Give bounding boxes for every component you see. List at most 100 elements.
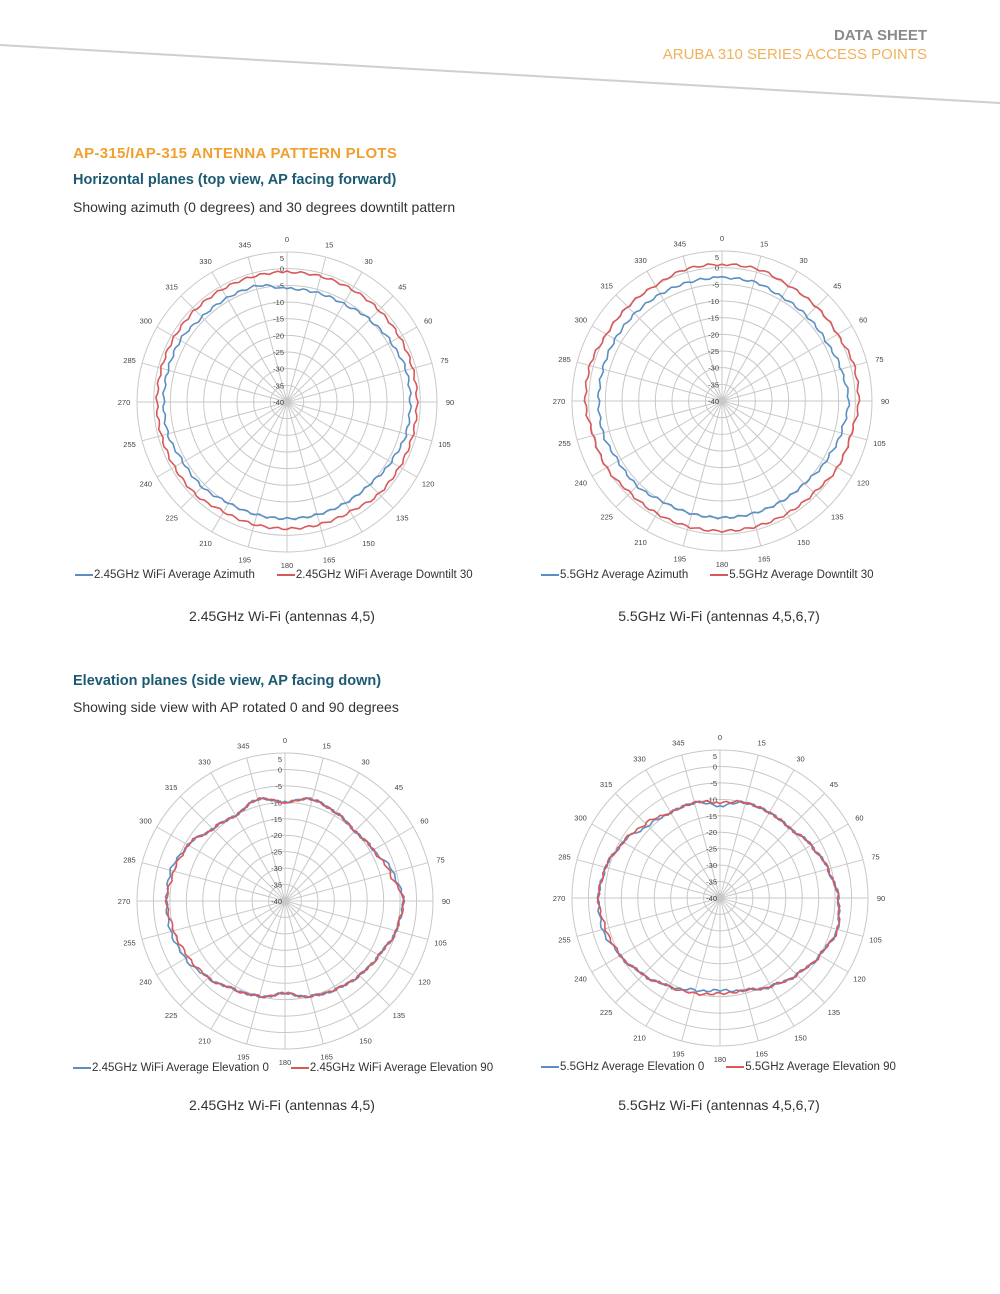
legend-label: 5.5GHz Average Elevation 90 bbox=[745, 1061, 896, 1073]
grid-spoke bbox=[141, 401, 288, 442]
angle-tick-label: 270 bbox=[553, 894, 566, 903]
angle-tick-label: 165 bbox=[323, 555, 336, 564]
grid-spoke bbox=[210, 900, 286, 1030]
angle-tick-label: 90 bbox=[442, 897, 450, 906]
grid-spoke bbox=[719, 769, 795, 899]
angle-tick-label: 45 bbox=[833, 282, 841, 291]
grid-spoke bbox=[141, 862, 286, 902]
angle-tick-label: 180 bbox=[281, 561, 294, 570]
grid-spoke bbox=[719, 823, 849, 899]
angle-tick-label: 180 bbox=[716, 560, 729, 569]
radial-tick-label: -20 bbox=[271, 831, 282, 840]
radial-tick-label: -25 bbox=[706, 845, 717, 854]
angle-tick-label: 15 bbox=[757, 738, 765, 747]
angle-tick-label: 30 bbox=[364, 257, 372, 266]
grid-spoke bbox=[284, 772, 360, 902]
legend-label: 5.5GHz Average Downtilt 30 bbox=[729, 569, 874, 581]
chart-caption: 2.45GHz Wi-Fi (antennas 4,5) bbox=[189, 1097, 375, 1113]
angle-tick-label: 345 bbox=[672, 738, 685, 747]
grid-spoke bbox=[721, 400, 798, 532]
grid-spoke bbox=[591, 400, 723, 477]
angle-tick-label: 15 bbox=[325, 241, 333, 250]
radial-tick-label: -15 bbox=[271, 815, 282, 824]
radial-tick-label: 0 bbox=[713, 762, 717, 771]
angle-tick-label: 210 bbox=[633, 1033, 646, 1042]
angle-tick-label: 180 bbox=[714, 1055, 727, 1064]
grid-spoke bbox=[719, 859, 864, 899]
legend-swatch-red bbox=[710, 573, 729, 576]
angle-tick-label: 150 bbox=[797, 538, 810, 547]
grid-spoke bbox=[210, 772, 286, 902]
series-line-red bbox=[583, 263, 861, 534]
angle-tick-label: 30 bbox=[796, 755, 804, 764]
grid-spoke bbox=[286, 401, 433, 442]
grid-spoke bbox=[614, 792, 721, 899]
angle-tick-label: 0 bbox=[285, 235, 289, 244]
radial-tick-label: -10 bbox=[271, 798, 282, 807]
angle-tick-label: 300 bbox=[140, 317, 153, 326]
grid-spoke bbox=[284, 900, 324, 1045]
angle-tick-label: 60 bbox=[859, 316, 867, 325]
angle-tick-label: 270 bbox=[118, 398, 131, 407]
angle-tick-label: 195 bbox=[237, 1053, 250, 1062]
angle-tick-label: 240 bbox=[575, 479, 588, 488]
angle-tick-label: 285 bbox=[558, 355, 571, 364]
legend-item: 5.5GHz Average Elevation 90 bbox=[726, 1061, 896, 1073]
radial-tick-label: -20 bbox=[708, 330, 719, 339]
radial-tick-label: -10 bbox=[706, 795, 717, 804]
grid-spoke bbox=[591, 823, 721, 899]
legend-swatch-blue bbox=[75, 573, 93, 576]
angle-tick-label: 285 bbox=[558, 852, 571, 861]
angle-tick-label: 135 bbox=[828, 1008, 841, 1017]
radial-tick-label: -30 bbox=[273, 365, 284, 374]
angle-tick-label: 225 bbox=[165, 1011, 178, 1020]
grid-spoke bbox=[284, 862, 429, 902]
chart-legend: 5.5GHz Average Elevation 0 5.5GHz Averag… bbox=[541, 1061, 896, 1073]
radial-tick-label: -40 bbox=[708, 397, 719, 406]
angle-tick-label: 225 bbox=[600, 1008, 613, 1017]
legend-swatch-blue bbox=[73, 1066, 91, 1069]
angle-tick-label: 60 bbox=[855, 814, 863, 823]
elevation-heading: Elevation planes (side view, AP facing d… bbox=[73, 673, 382, 689]
grid-spoke bbox=[284, 795, 391, 902]
horizontal-heading: Horizontal planes (top view, AP facing f… bbox=[73, 172, 397, 188]
grid-spoke bbox=[681, 754, 721, 899]
header-divider-line bbox=[0, 44, 1000, 104]
radial-tick-label: -30 bbox=[708, 364, 719, 373]
polar-chart-24ghz-elevation: 0 15 30 45 60 75 90 105 120 135 150 165 180 195 210 225… bbox=[118, 736, 450, 1067]
angle-tick-label: 165 bbox=[758, 554, 771, 563]
grid-spoke bbox=[284, 900, 429, 940]
grid-spoke bbox=[721, 400, 853, 477]
grid-spoke bbox=[646, 270, 723, 402]
angle-tick-label: 45 bbox=[398, 283, 406, 292]
legend-swatch-red bbox=[726, 1065, 745, 1068]
grid-spoke bbox=[576, 400, 723, 441]
grid-spoke bbox=[286, 295, 394, 403]
angle-tick-label: 150 bbox=[362, 539, 375, 548]
radial-tick-label: -35 bbox=[708, 380, 719, 389]
angle-tick-label: 120 bbox=[857, 479, 870, 488]
grid-spoke bbox=[141, 900, 286, 940]
legend-swatch-red bbox=[276, 573, 295, 576]
grid-spoke bbox=[179, 900, 286, 1007]
radial-tick-label: 5 bbox=[278, 755, 282, 764]
grid-spoke bbox=[286, 362, 433, 403]
angle-tick-label: 345 bbox=[237, 741, 250, 750]
angle-tick-label: 210 bbox=[198, 1036, 211, 1045]
radial-tick-label: 0 bbox=[715, 264, 719, 273]
angle-tick-label: 300 bbox=[574, 814, 587, 823]
angle-tick-label: 255 bbox=[558, 936, 571, 945]
angle-tick-label: 195 bbox=[239, 555, 252, 564]
grid-spoke bbox=[576, 897, 721, 937]
angle-tick-label: 30 bbox=[799, 256, 807, 265]
grid-spoke bbox=[180, 295, 288, 403]
angle-tick-label: 210 bbox=[199, 539, 212, 548]
grid-spoke bbox=[719, 897, 795, 1027]
radial-tick-label: -5 bbox=[275, 782, 282, 791]
angle-tick-label: 255 bbox=[123, 939, 136, 948]
grid-spoke bbox=[721, 400, 829, 508]
grid-spoke bbox=[682, 255, 723, 402]
grid-spoke bbox=[286, 401, 418, 478]
angle-tick-label: 105 bbox=[873, 439, 886, 448]
